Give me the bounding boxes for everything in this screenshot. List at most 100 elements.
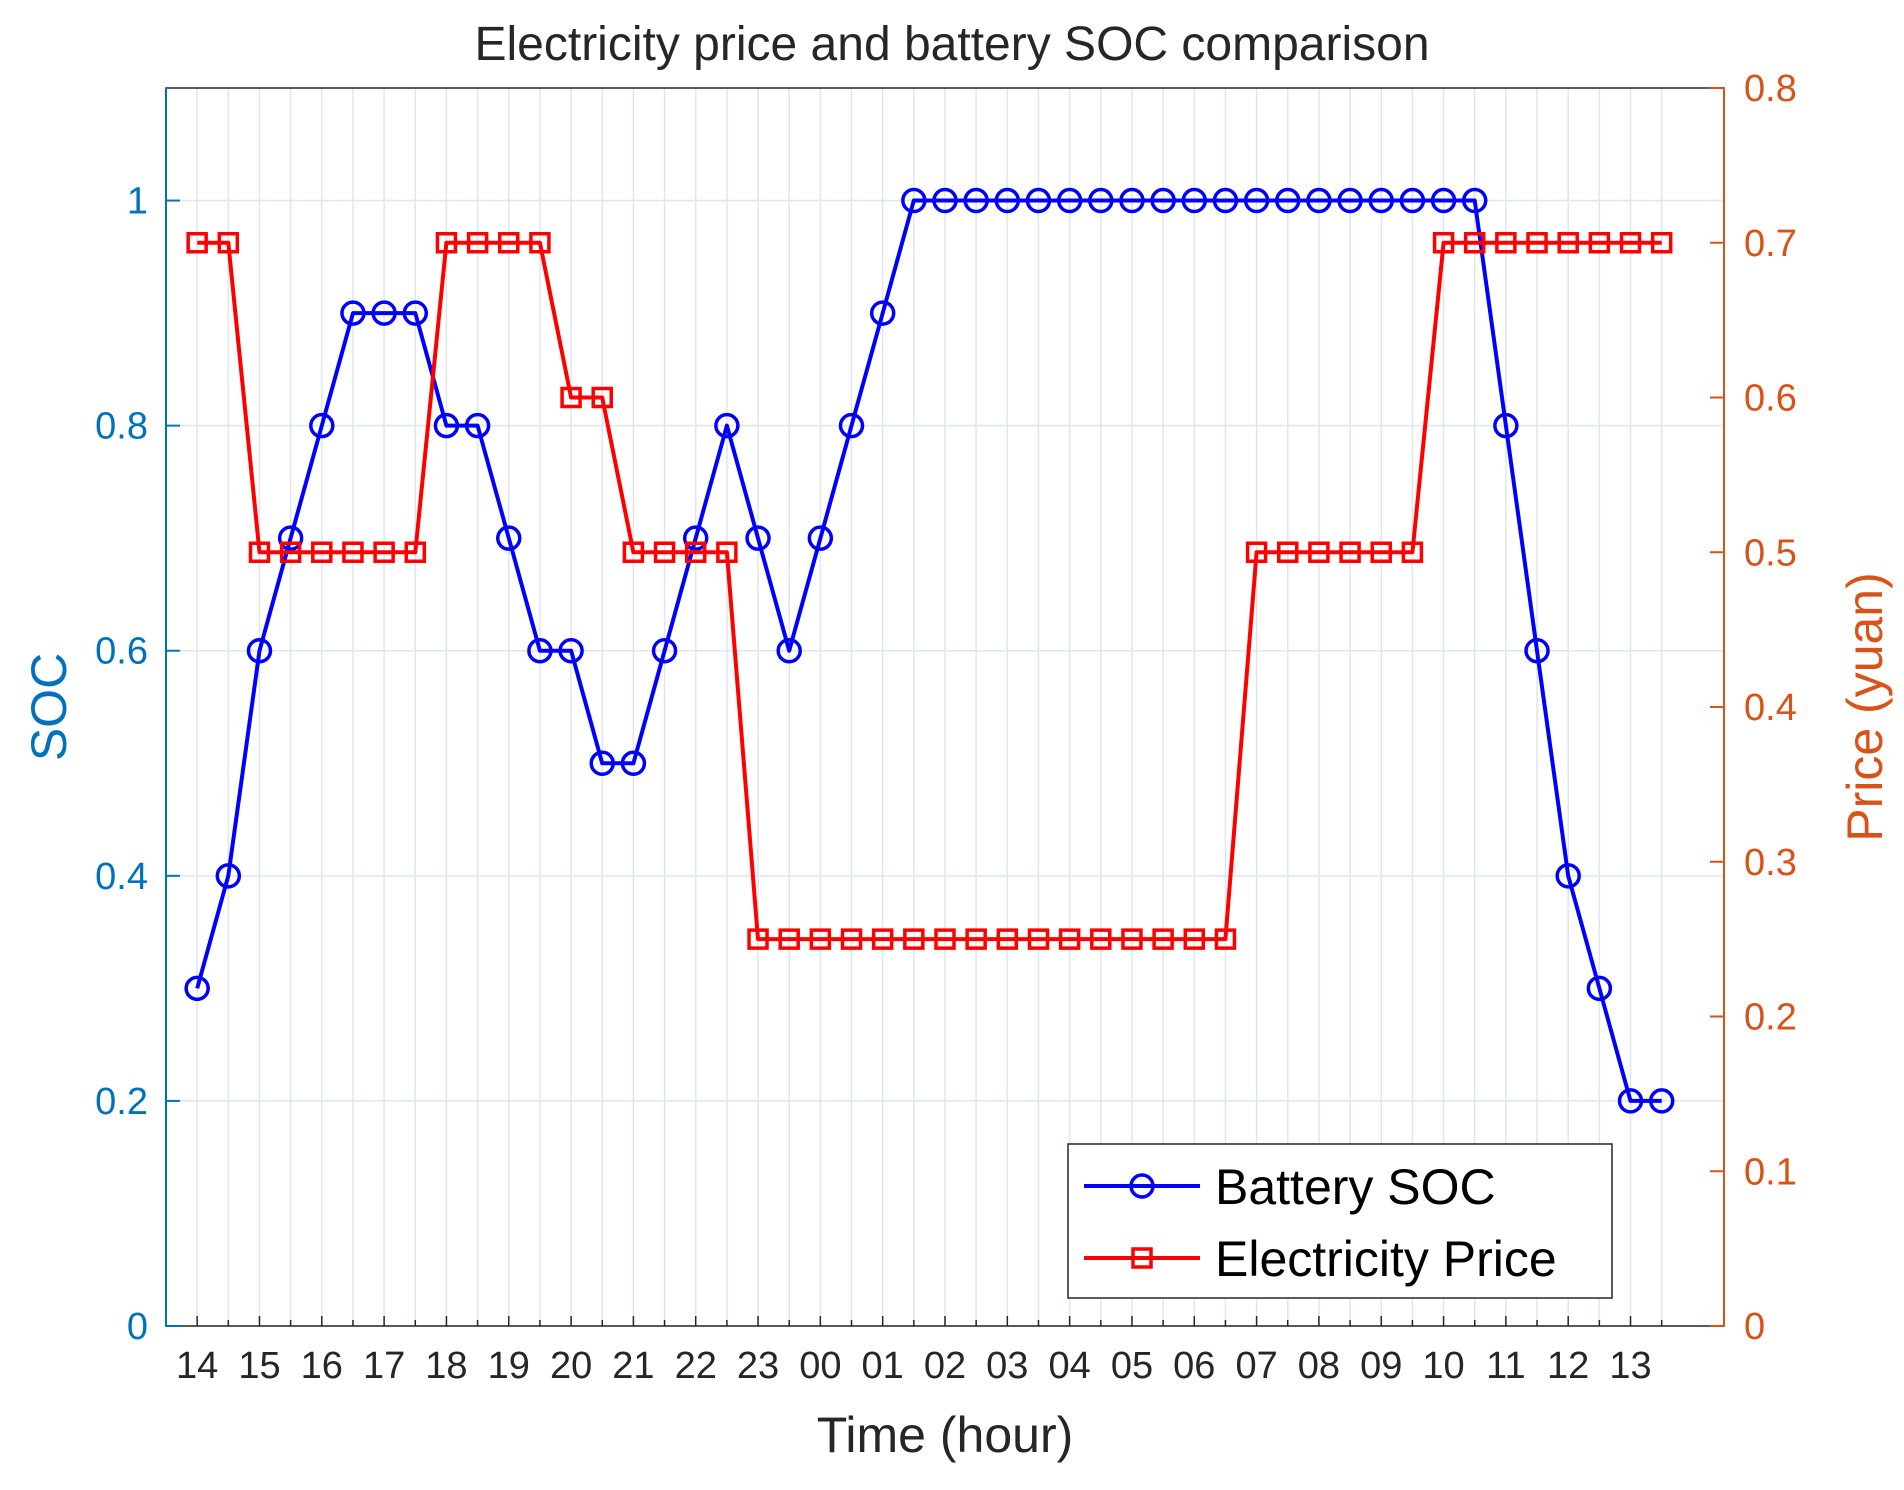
series-line-battery-soc: [195, 198, 1662, 1103]
data-point-battery-soc: [1493, 412, 1519, 439]
data-point-battery-soc: [558, 637, 584, 664]
data-point-electricity-price: [1495, 232, 1517, 254]
data-point-battery-soc: [714, 412, 740, 439]
legend-box: [1067, 1143, 1613, 1299]
chart-title: Electricity price and battery SOC compar…: [474, 18, 1429, 71]
data-point-battery-soc: [869, 300, 896, 326]
data-point-electricity-price: [903, 928, 925, 950]
data-point-battery-soc: [1150, 187, 1176, 214]
data-point-electricity-price: [1090, 928, 1112, 950]
data-point-battery-soc: [1181, 187, 1208, 214]
legend-label-electricity-price: Electricity Price: [1215, 1231, 1557, 1287]
data-point-electricity-price: [1370, 541, 1392, 563]
x-tick-label: 04: [1048, 1345, 1090, 1387]
data-point-electricity-price: [1432, 232, 1455, 254]
data-point-electricity-price: [342, 541, 364, 563]
data-point-electricity-price: [466, 232, 489, 254]
data-point-battery-soc: [1119, 187, 1145, 214]
x-tick-label: 14: [176, 1345, 218, 1387]
data-point-battery-soc: [527, 637, 553, 664]
x-tick-label: 23: [737, 1345, 779, 1387]
data-point-battery-soc: [651, 637, 678, 664]
data-point-battery-soc: [184, 975, 210, 1002]
left-y-tick-label: 0: [127, 1306, 148, 1348]
grid: [166, 88, 1724, 1327]
x-tick-label: 01: [862, 1345, 904, 1387]
x-tick-label: 05: [1111, 1345, 1153, 1387]
data-point-battery-soc: [1337, 187, 1363, 214]
data-point-electricity-price: [934, 928, 956, 950]
data-point-battery-soc: [1617, 1088, 1644, 1114]
data-point-electricity-price: [809, 928, 832, 950]
data-point-electricity-price: [529, 232, 551, 254]
right-y-ticks: 0 0.1 0.2 0.3 0.4 0.5 0.6 0.7 0.8: [1710, 68, 1797, 1348]
right-y-tick-label: 0.5: [1744, 532, 1797, 574]
x-tick-label: 15: [238, 1345, 280, 1387]
x-tick-label: 06: [1173, 1345, 1215, 1387]
data-point-battery-soc: [277, 525, 304, 551]
x-tick-label: 09: [1360, 1345, 1402, 1387]
data-point-battery-soc: [745, 525, 771, 551]
data-point-electricity-price: [1463, 232, 1486, 254]
data-point-electricity-price: [311, 541, 333, 563]
left-y-axis-label: SOC: [21, 653, 77, 761]
data-point-electricity-price: [1183, 928, 1206, 950]
x-tick-label: 19: [488, 1345, 530, 1387]
data-point-battery-soc: [838, 412, 865, 439]
data-point-electricity-price: [1526, 232, 1548, 254]
x-tick-label: 08: [1298, 1345, 1340, 1387]
data-point-battery-soc: [807, 525, 834, 551]
x-tick-label: 11: [1486, 1345, 1525, 1387]
data-point-electricity-price: [1619, 232, 1642, 254]
data-point-battery-soc: [963, 187, 989, 214]
data-point-electricity-price: [1308, 541, 1330, 563]
x-tick-label: 21: [612, 1345, 654, 1387]
data-point-electricity-price: [1277, 541, 1299, 563]
x-tick-label: 16: [301, 1345, 343, 1387]
data-point-battery-soc: [340, 300, 366, 326]
data-point-battery-soc: [1461, 187, 1488, 214]
data-point-electricity-price: [279, 541, 302, 563]
x-tick-label: 00: [799, 1345, 841, 1387]
x-tick-label: 12: [1547, 1345, 1589, 1387]
data-point-battery-soc: [433, 412, 460, 439]
left-y-tick-label: 1: [127, 181, 148, 223]
data-point-electricity-price: [373, 541, 395, 563]
data-point-electricity-price: [1214, 928, 1237, 950]
series-line-electricity-price: [197, 240, 1662, 942]
series-electricity-price: [186, 232, 1673, 950]
legend: Battery SOC Electricity Price: [1067, 1143, 1613, 1299]
data-point-electricity-price: [498, 232, 520, 254]
data-point-electricity-price: [560, 386, 582, 409]
data-point-battery-soc: [1586, 975, 1613, 1002]
data-point-battery-soc: [1025, 187, 1052, 214]
data-point-electricity-price: [653, 541, 676, 563]
right-y-tick-label: 0.7: [1744, 223, 1797, 265]
left-y-tick-label: 0.4: [95, 856, 148, 898]
x-tick-label: 18: [425, 1345, 467, 1387]
data-point-electricity-price: [1058, 928, 1081, 950]
legend-marker-battery-soc: [1129, 1173, 1155, 1199]
legend-label-battery-soc: Battery SOC: [1215, 1159, 1496, 1215]
right-y-tick-label: 0.3: [1744, 842, 1797, 884]
data-point-electricity-price: [1027, 928, 1050, 950]
x-ticks: 14 15 16 17 18 19 20 21 22 23 00 01 02 03 04 05 06 07 08 09…: [176, 1316, 1663, 1387]
right-y-tick-label: 0.4: [1744, 687, 1797, 729]
data-point-electricity-price: [1245, 541, 1268, 563]
x-tick-label: 20: [550, 1345, 592, 1387]
data-point-battery-soc: [589, 750, 615, 777]
data-point-battery-soc: [1399, 187, 1426, 214]
data-point-electricity-price: [591, 386, 613, 409]
data-point-electricity-price: [186, 232, 208, 254]
data-point-battery-soc: [309, 412, 335, 439]
data-point-battery-soc: [402, 300, 429, 326]
data-point-battery-soc: [932, 187, 958, 214]
data-point-electricity-price: [622, 541, 645, 563]
data-point-battery-soc: [1648, 1088, 1675, 1114]
data-point-electricity-price: [1121, 928, 1143, 950]
data-point-battery-soc: [246, 637, 273, 664]
right-y-tick-label: 0.6: [1744, 378, 1797, 420]
data-point-electricity-price: [1152, 928, 1174, 950]
data-point-battery-soc: [496, 525, 522, 551]
